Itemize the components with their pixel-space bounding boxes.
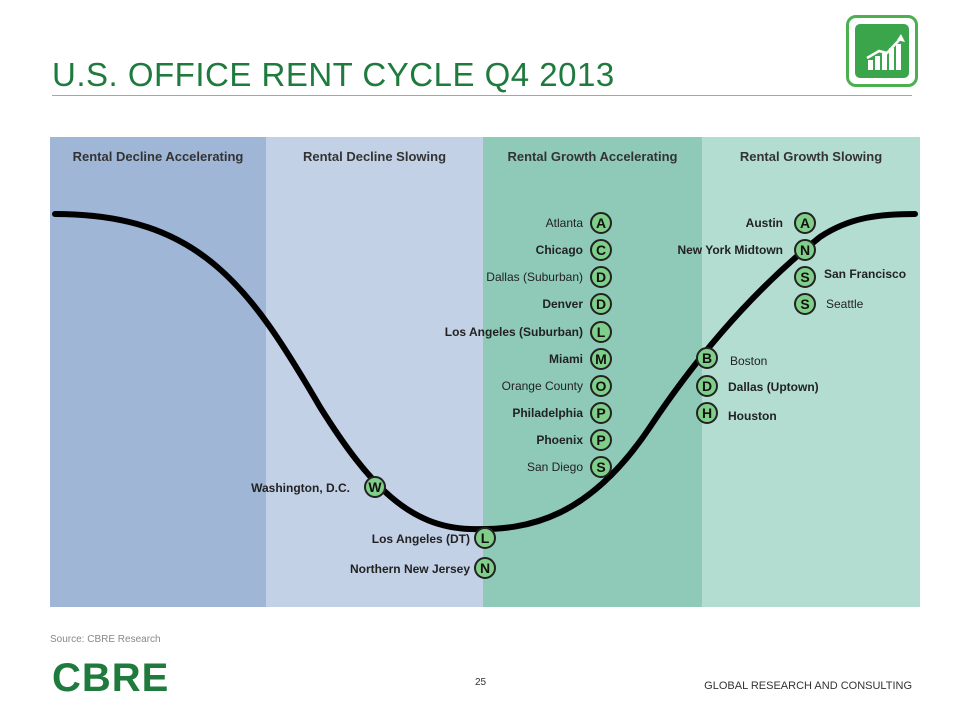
source-note: Source: CBRE Research: [50, 634, 161, 645]
market-marker-denver: D: [590, 293, 612, 315]
market-label-washington: Washington, D.C.: [251, 481, 350, 495]
market-label-ny-midtown: New York Midtown: [677, 243, 783, 257]
market-marker-atlanta: A: [590, 212, 612, 234]
market-label-san-francisco: San Francisco: [824, 267, 907, 281]
market-marker-dallas-suburban: D: [590, 266, 612, 288]
market-marker-san-francisco: S: [794, 266, 816, 288]
market-label-philadelphia: Philadelphia: [512, 406, 583, 420]
market-label-northern-nj: Northern New Jersey: [349, 562, 470, 576]
market-marker-la-dt: L: [474, 527, 496, 549]
page-number: 25: [475, 677, 487, 688]
band-label: Rental Growth Slowing: [739, 149, 883, 164]
market-marker-washington: W: [364, 476, 386, 498]
market-marker-boston: B: [696, 347, 718, 369]
market-label-boston: Boston: [730, 354, 768, 368]
market-marker-houston: H: [696, 402, 718, 424]
rent-cycle-diagram: Rental Decline Accelerating Rental Decli…: [50, 137, 920, 607]
band-label: Rental Growth Accelerating: [507, 149, 678, 164]
market-marker-ny-midtown: N: [794, 239, 816, 261]
market-label-dallas-uptown: Dallas (Uptown): [728, 380, 819, 394]
market-label-austin: Austin: [745, 216, 783, 230]
band-label: Rental Decline Accelerating: [72, 149, 244, 164]
title-divider: [52, 95, 912, 96]
band-label: Rental Decline Slowing: [302, 149, 447, 164]
cbre-logo: CBRE: [52, 656, 170, 700]
market-marker-miami: M: [590, 348, 612, 370]
market-marker-seattle: S: [794, 293, 816, 315]
market-label-dallas-suburban: Dallas (Suburban): [486, 270, 583, 284]
market-marker-chicago: C: [590, 239, 612, 261]
market-label-phoenix: Phoenix: [536, 433, 583, 447]
market-label-orange-county: Orange County: [501, 379, 583, 393]
market-marker-austin: A: [794, 212, 816, 234]
market-label-atlanta: Atlanta: [545, 216, 583, 230]
market-marker-philadelphia: P: [590, 402, 612, 424]
page-title: U.S. OFFICE RENT CYCLE Q4 2013: [52, 56, 615, 93]
market-marker-dallas-uptown: D: [696, 375, 718, 397]
market-label-la-suburban: Los Angeles (Suburban): [444, 325, 583, 339]
market-marker-san-diego: S: [590, 456, 612, 478]
market-marker-northern-nj: N: [474, 557, 496, 579]
market-label-chicago: Chicago: [535, 243, 583, 257]
division-label: GLOBAL RESEARCH AND CONSULTING: [704, 680, 912, 692]
growth-chart-icon: [846, 15, 918, 87]
market-label-miami: Miami: [548, 352, 583, 366]
market-label-seattle: Seattle: [826, 297, 864, 311]
market-marker-orange-county: O: [590, 375, 612, 397]
market-label-san-diego: San Diego: [526, 460, 583, 474]
market-marker-la-suburban: L: [590, 321, 612, 343]
market-label-houston: Houston: [728, 409, 777, 423]
market-label-la-dt: Los Angeles (DT): [371, 532, 470, 546]
market-marker-phoenix: P: [590, 429, 612, 451]
market-label-denver: Denver: [542, 297, 583, 311]
